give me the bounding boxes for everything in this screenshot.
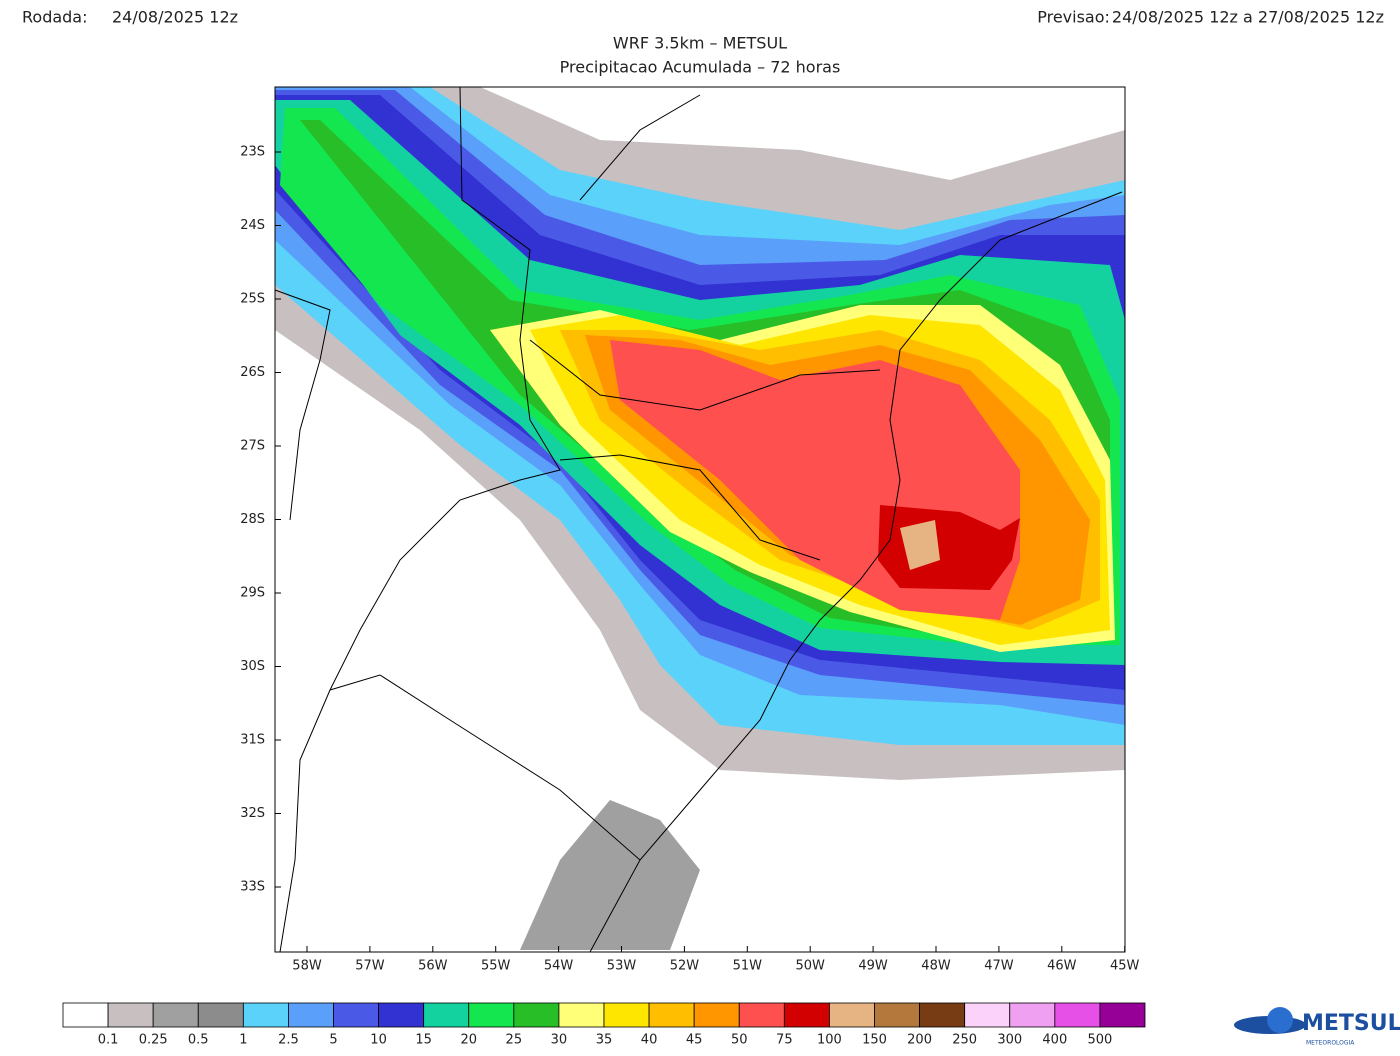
lat-label: 31S <box>240 733 265 748</box>
legend-swatch <box>783 1002 830 1028</box>
legend-swatch <box>468 1002 515 1028</box>
legend-label: 150 <box>862 1033 887 1048</box>
legend-label: 75 <box>776 1033 793 1048</box>
legend-label: 200 <box>907 1033 932 1048</box>
lat-label: 26S <box>240 365 265 380</box>
legend-swatch <box>648 1002 695 1028</box>
legend-swatch <box>107 1002 154 1028</box>
legend-swatch <box>378 1002 425 1028</box>
lat-label: 27S <box>240 439 265 454</box>
legend-label: 0.25 <box>139 1033 168 1048</box>
legend-swatch <box>558 1002 605 1028</box>
legend-label: 20 <box>460 1033 477 1048</box>
lon-label: 53W <box>607 959 637 974</box>
legend-swatch <box>333 1002 379 1028</box>
lon-label: 58W <box>292 959 322 974</box>
legend-swatch <box>513 1002 560 1028</box>
legend-swatch <box>738 1002 785 1028</box>
legend-swatch <box>423 1002 470 1028</box>
legend-swatch <box>1054 1002 1101 1028</box>
lon-label: 56W <box>418 959 448 974</box>
logo-tagline: METEOROLOGIA <box>1306 1040 1355 1047</box>
lat-label: 23S <box>240 145 265 160</box>
legend-label: 300 <box>997 1033 1022 1048</box>
axes: 23S 24S 25S 26S 27S 28S 29S 30S 31S 32S 33S 58W 57W 5… <box>240 145 1139 974</box>
legend-swatch <box>62 1002 109 1028</box>
run-value: 24/08/2025 12z <box>112 8 238 27</box>
legend-label: 45 <box>686 1033 703 1048</box>
legend-swatch <box>1099 1002 1146 1028</box>
legend-label: 50 <box>731 1033 748 1048</box>
legend-swatch <box>197 1002 244 1028</box>
legend-label: 0.5 <box>188 1033 209 1048</box>
lon-label: 55W <box>481 959 511 974</box>
legend-label: 35 <box>596 1033 613 1048</box>
lon-label: 50W <box>795 959 825 974</box>
legend-label: 30 <box>551 1033 568 1048</box>
logo: METSUL METEOROLOGIA <box>1234 1007 1400 1047</box>
lon-label: 47W <box>984 959 1014 974</box>
precipitation-field <box>275 87 1125 950</box>
lon-label: 57W <box>355 959 385 974</box>
legend-swatch <box>152 1002 199 1028</box>
legend-swatch <box>874 1002 920 1028</box>
legend-swatch <box>919 1002 966 1028</box>
legend-label: 25 <box>506 1033 523 1048</box>
lon-label: 52W <box>670 959 700 974</box>
legend-swatch <box>1009 1002 1056 1028</box>
subtitle: Precipitacao Acumulada – 72 horas <box>560 58 841 77</box>
legend-label: 0.1 <box>98 1033 119 1048</box>
legend-swatch <box>288 1002 334 1028</box>
lat-label: 32S <box>240 806 265 821</box>
lon-label: 46W <box>1047 959 1077 974</box>
lon-label: 48W <box>921 959 951 974</box>
lon-label: 51W <box>733 959 763 974</box>
legend-label: 250 <box>952 1033 977 1048</box>
legend-swatch <box>964 1002 1011 1028</box>
logo-name: METSUL <box>1302 1011 1400 1036</box>
legend-label: 400 <box>1042 1033 1067 1048</box>
legend-label: 40 <box>641 1033 658 1048</box>
lat-label: 25S <box>240 292 265 307</box>
title: WRF 3.5km – METSUL <box>613 34 787 53</box>
lat-label: 28S <box>240 512 265 527</box>
legend-label: 2.5 <box>278 1033 299 1048</box>
legend-swatch <box>829 1002 875 1028</box>
legend: 0.1 0.25 0.5 1 2.5 5 10 15 20 25 30 35 40 45 50 75 100 15… <box>62 1002 1146 1048</box>
run-label: Rodada: <box>22 8 88 27</box>
lat-label: 24S <box>240 218 265 233</box>
legend-label: 1 <box>239 1033 247 1048</box>
legend-label: 10 <box>370 1033 387 1048</box>
lon-label: 49W <box>858 959 888 974</box>
legend-label: 15 <box>415 1033 432 1048</box>
legend-swatch <box>693 1002 740 1028</box>
forecast-value: 24/08/2025 12z a 27/08/2025 12z <box>1112 8 1384 27</box>
legend-swatch <box>242 1002 289 1028</box>
lat-label: 30S <box>240 659 265 674</box>
forecast-label: Previsao: <box>1037 8 1110 27</box>
lat-label: 29S <box>240 586 265 601</box>
lon-label: 45W <box>1110 959 1140 974</box>
legend-label: 500 <box>1088 1033 1113 1048</box>
legend-label: 5 <box>329 1033 337 1048</box>
legend-swatch <box>603 1002 650 1028</box>
borders <box>274 86 1123 953</box>
legend-label: 100 <box>817 1033 842 1048</box>
lon-label: 54W <box>544 959 574 974</box>
lat-label: 33S <box>240 880 265 895</box>
